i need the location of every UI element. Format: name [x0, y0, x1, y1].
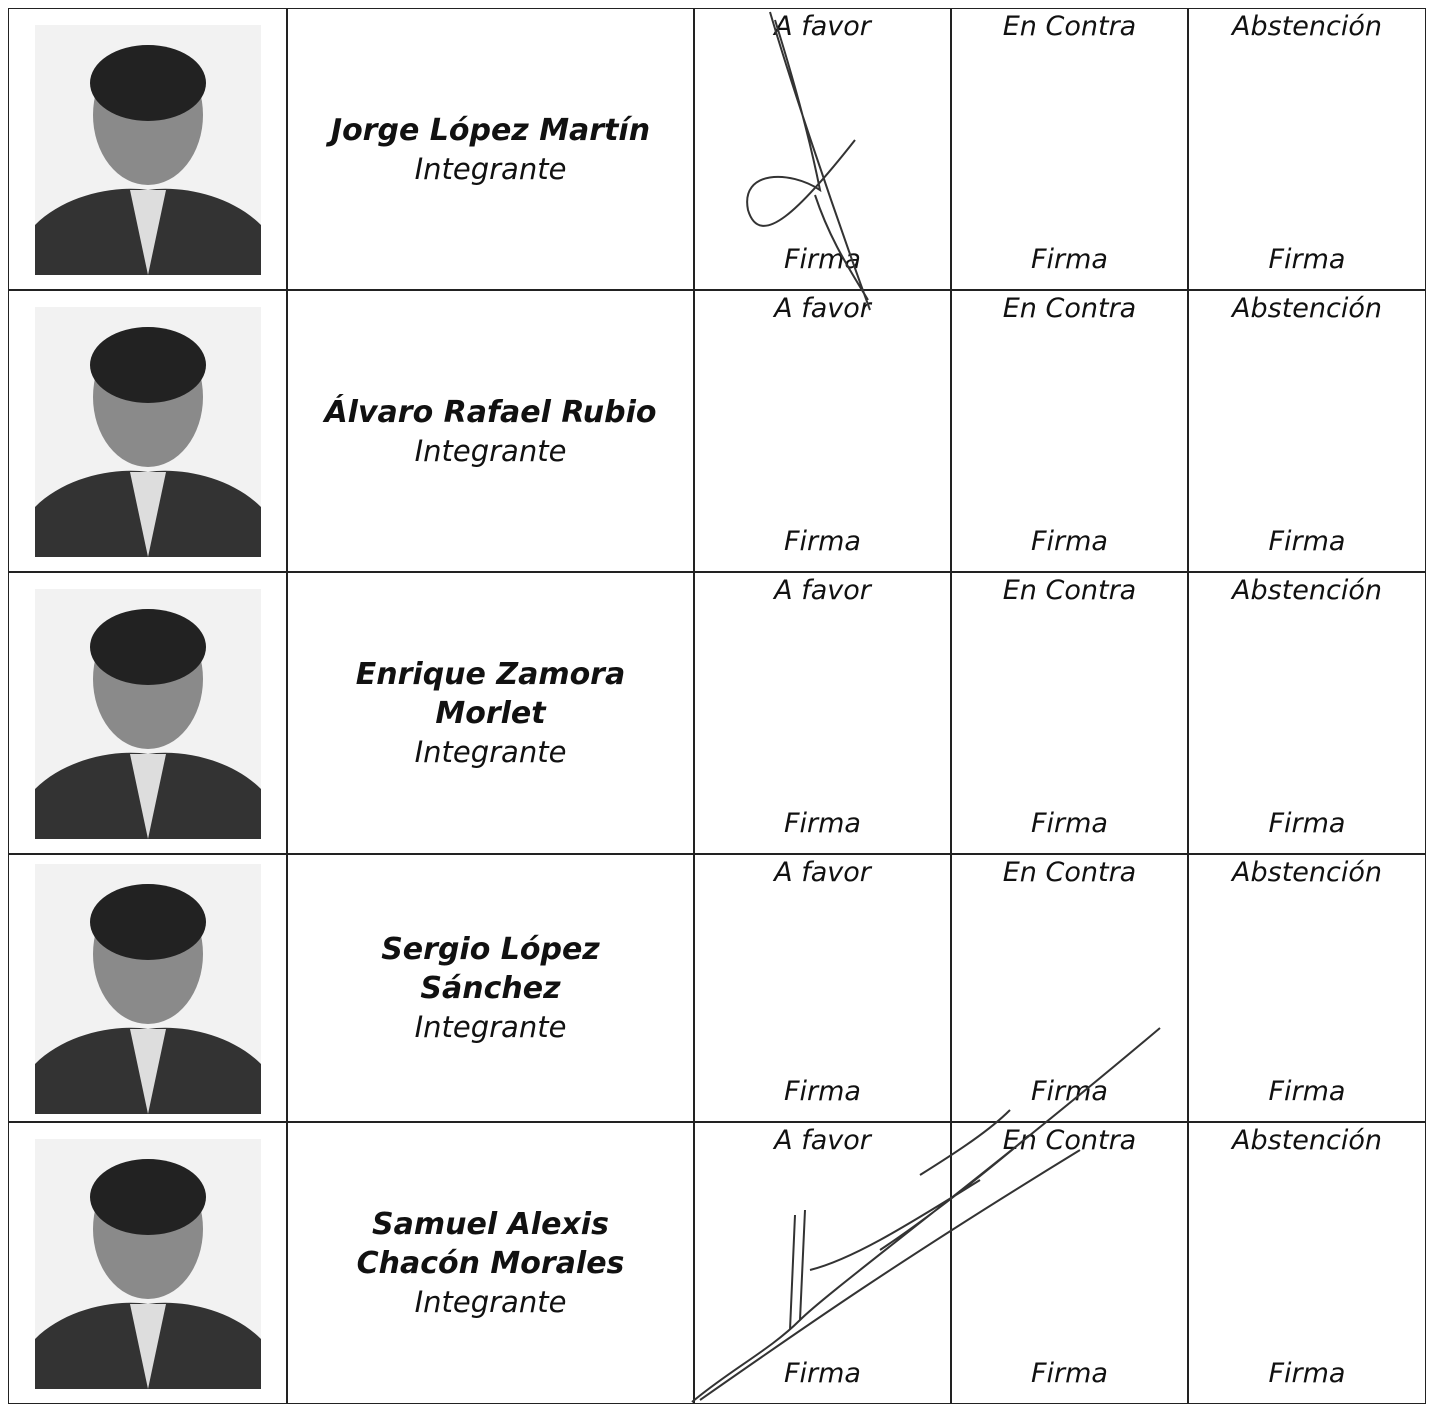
signature-label: Firma: [1031, 1358, 1108, 1389]
member-cell: Samuel Alexis Chacón Morales Integrante: [287, 1122, 694, 1404]
member-role: Integrante: [414, 151, 567, 186]
member-cell: Enrique Zamora Morlet Integrante: [287, 572, 694, 854]
vote-option: A favor: [774, 11, 871, 42]
member-name: Sergio López: [381, 932, 600, 967]
signature-label: Firma: [1268, 808, 1346, 839]
vote-cell: A favor Firma: [694, 572, 951, 854]
vote-option: En Contra: [1002, 1125, 1137, 1156]
member-cell: Álvaro Rafael Rubio Integrante: [287, 290, 694, 572]
member-name: Álvaro Rafael Rubio: [324, 394, 657, 430]
vote-cell: En Contra Firma: [951, 572, 1188, 854]
vote-option: Abstención: [1232, 293, 1382, 324]
vote-option: Abstención: [1232, 11, 1382, 42]
vote-option: Abstención: [1232, 575, 1382, 606]
signature-label: Firma: [1268, 526, 1346, 557]
signature-label: Firma: [784, 526, 861, 557]
member-photo: [35, 25, 261, 275]
signature-label: Firma: [784, 808, 861, 839]
member-name: Jorge López Martín: [330, 112, 651, 148]
vote-option: Abstención: [1232, 1125, 1382, 1156]
vote-cell: Abstención Firma: [1188, 290, 1426, 572]
signature-label: Firma: [1268, 1358, 1346, 1389]
vote-cell: A favor Firma: [694, 290, 951, 572]
member-name: Morlet: [435, 696, 546, 731]
photo-cell: [8, 572, 287, 854]
vote-cell: En Contra Firma: [951, 854, 1188, 1122]
photo-cell: [8, 1122, 287, 1404]
vote-cell: Abstención Firma: [1188, 1122, 1426, 1404]
vote-cell: En Contra Firma: [951, 8, 1188, 290]
vote-cell: En Contra Firma: [951, 290, 1188, 572]
member-role: Integrante: [414, 1010, 567, 1044]
member-name: Chacón Morales: [356, 1246, 625, 1281]
member-cell: Sergio López Sánchez Integrante: [287, 854, 694, 1122]
vote-option: A favor: [774, 293, 871, 324]
photo-cell: [8, 8, 287, 290]
photo-cell: [8, 290, 287, 572]
member-role: Integrante: [414, 433, 567, 468]
signature-label: Firma: [1031, 808, 1108, 839]
vote-option: A favor: [774, 1125, 871, 1156]
member-photo: [35, 589, 261, 839]
signature-label: Firma: [784, 244, 861, 275]
signature-label: Firma: [1031, 244, 1108, 275]
signature-label: Firma: [784, 1358, 861, 1389]
member-role: Integrante: [414, 735, 567, 769]
vote-cell: A favor Firma: [694, 1122, 951, 1404]
member-photo: [35, 864, 261, 1114]
vote-option: En Contra: [1002, 857, 1137, 888]
member-photo: [35, 307, 261, 557]
vote-option: En Contra: [1002, 575, 1137, 606]
photo-cell: [8, 854, 287, 1122]
member-name: Sánchez: [420, 971, 561, 1006]
member-photo: [35, 1139, 261, 1389]
signature-label: Firma: [1268, 244, 1346, 275]
vote-cell: Abstención Firma: [1188, 8, 1426, 290]
vote-cell: En Contra Firma: [951, 1122, 1188, 1404]
vote-option: En Contra: [1002, 11, 1137, 42]
vote-cell: A favor Firma: [694, 8, 951, 290]
vote-cell: Abstención Firma: [1188, 854, 1426, 1122]
vote-option: En Contra: [1002, 293, 1137, 324]
member-name: Enrique Zamora: [355, 657, 626, 692]
vote-cell: Abstención Firma: [1188, 572, 1426, 854]
signature-label: Firma: [784, 1076, 861, 1107]
vote-cell: A favor Firma: [694, 854, 951, 1122]
signature-label: Firma: [1031, 526, 1108, 557]
signature-label: Firma: [1031, 1076, 1108, 1107]
member-role: Integrante: [414, 1285, 567, 1319]
vote-option: Abstención: [1232, 857, 1382, 888]
member-cell: Jorge López Martín Integrante: [287, 8, 694, 290]
signature-label: Firma: [1268, 1076, 1346, 1107]
member-name: Samuel Alexis: [372, 1207, 609, 1242]
vote-option: A favor: [774, 857, 871, 888]
vote-option: A favor: [774, 575, 871, 606]
